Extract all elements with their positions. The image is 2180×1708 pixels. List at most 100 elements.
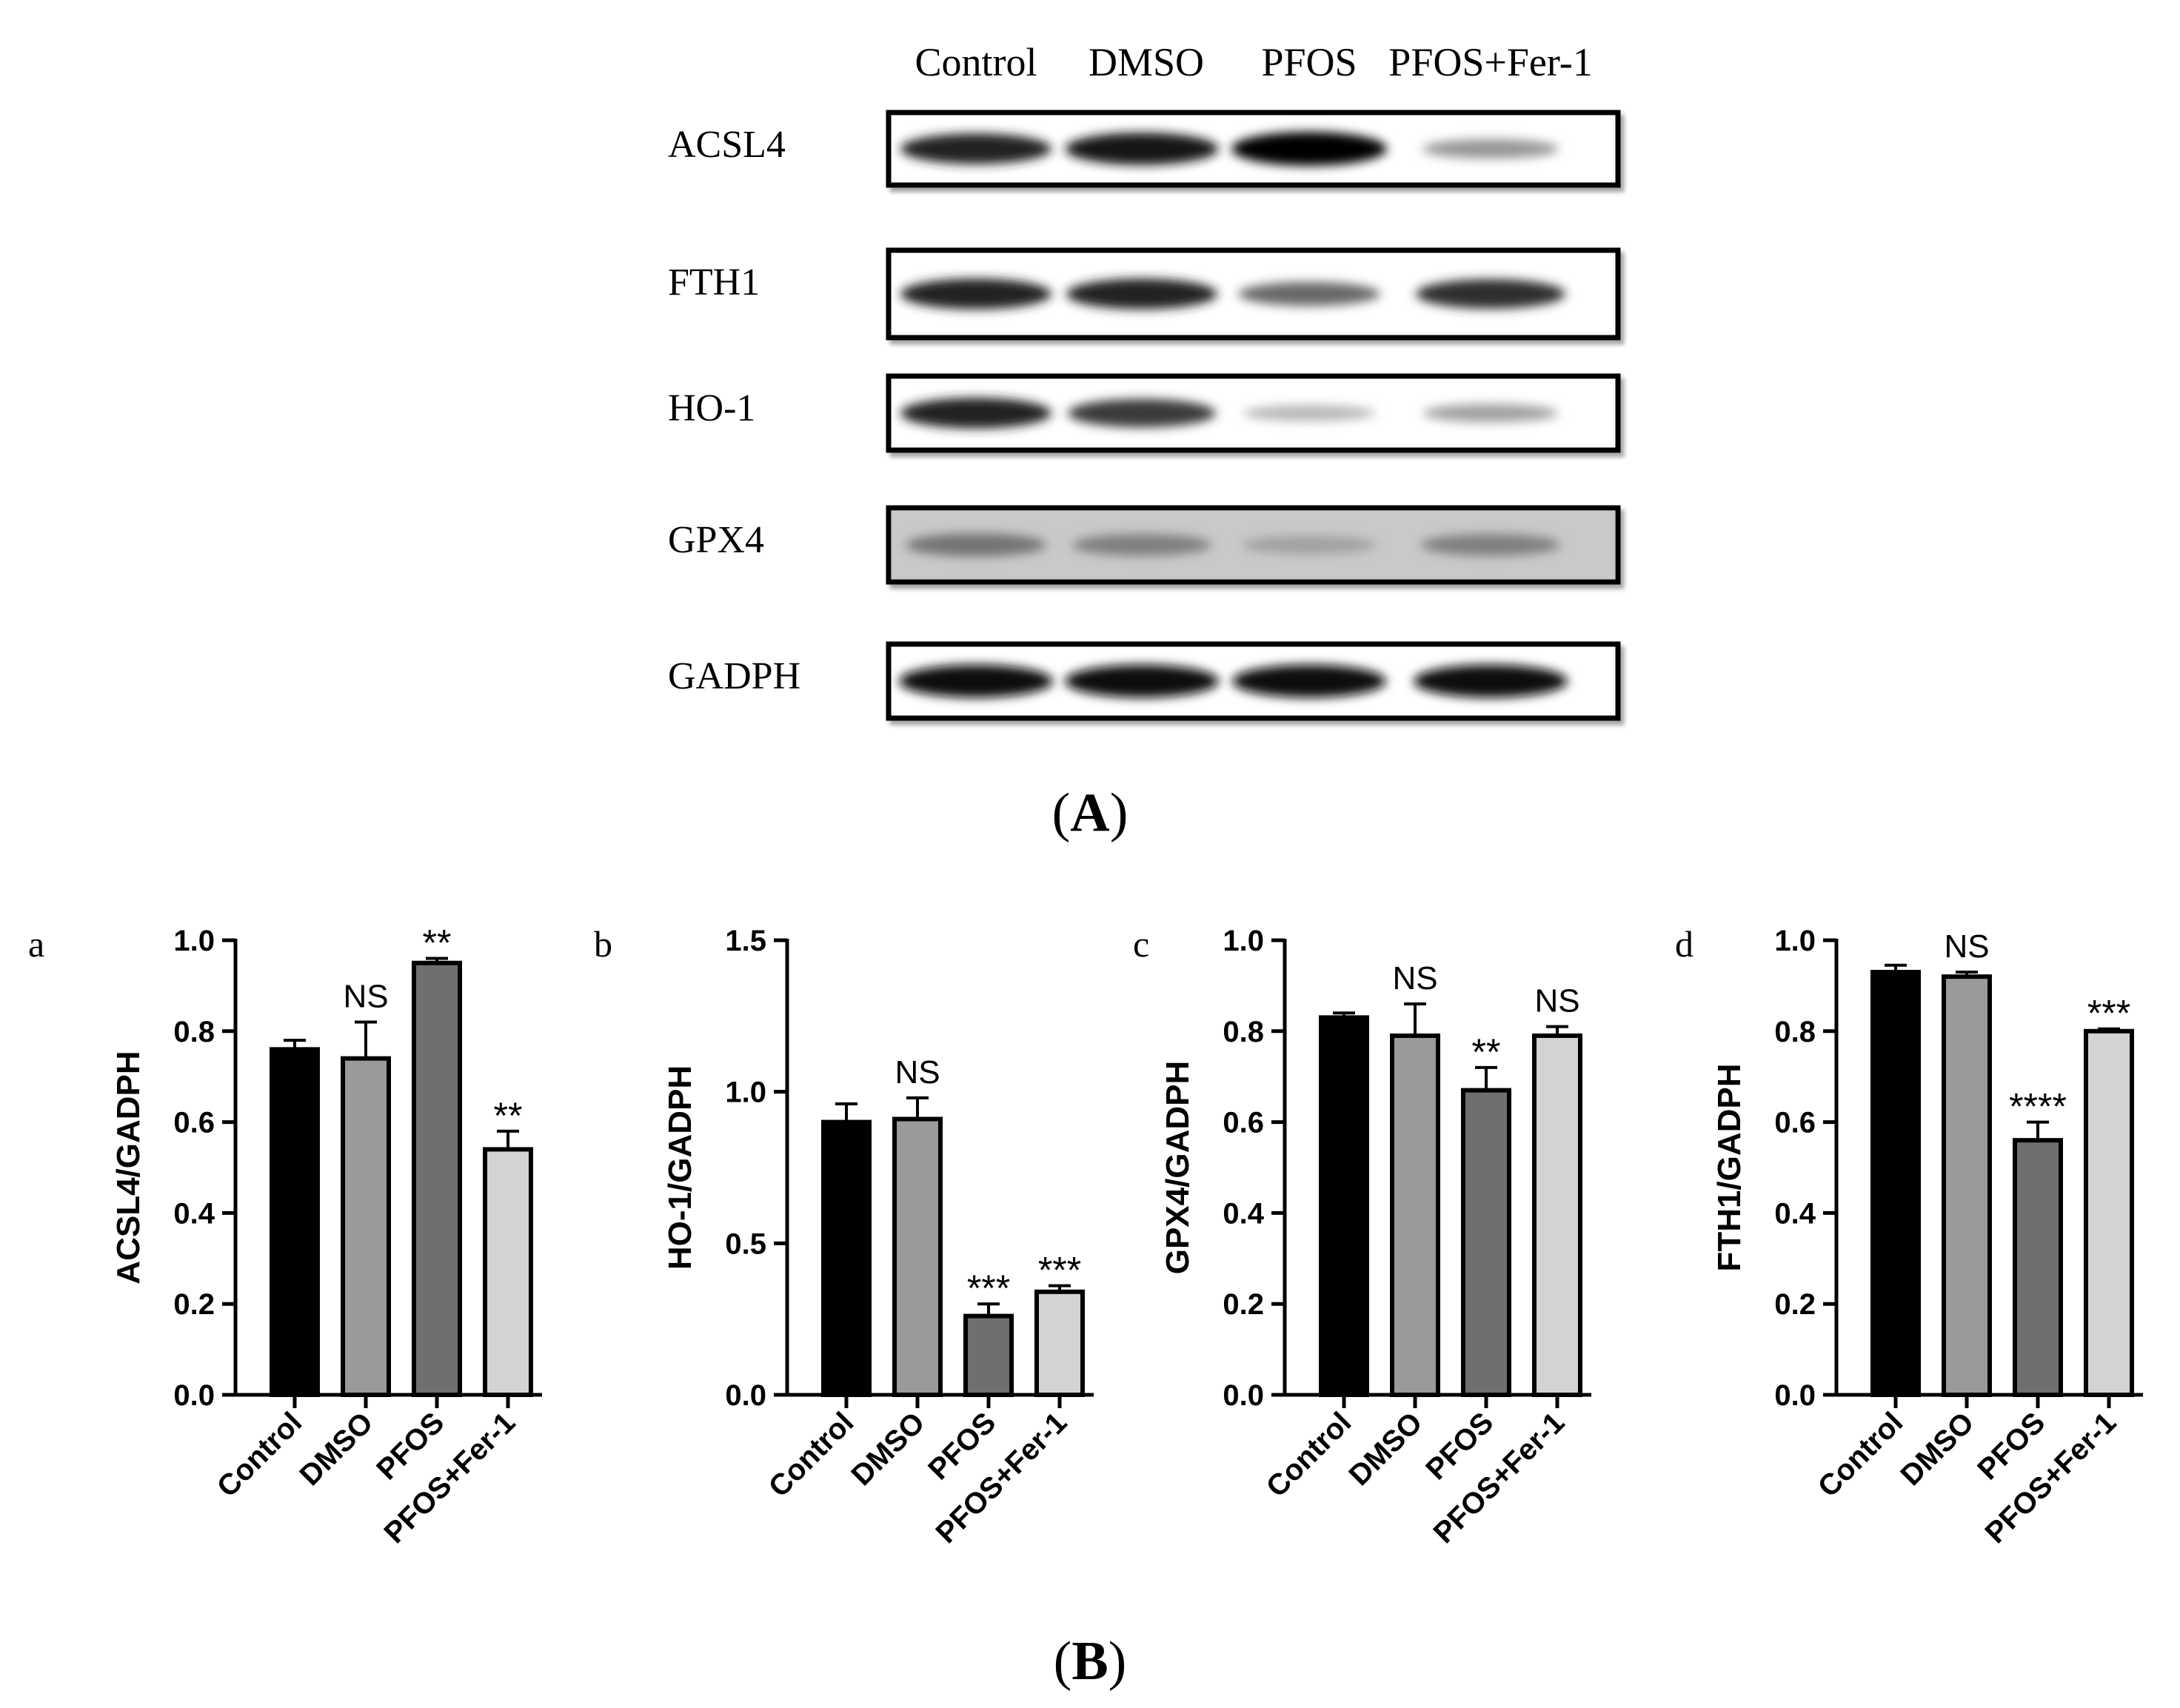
y-tick-label: 0.6 bbox=[173, 1107, 215, 1139]
y-axis-label: ACSL4/GADPH bbox=[110, 1051, 147, 1284]
blot-border bbox=[886, 110, 1621, 188]
lane-label: DMSO bbox=[1089, 40, 1204, 84]
blot-strip bbox=[886, 373, 1621, 453]
bar bbox=[1461, 1088, 1511, 1397]
y-tick-label: 0.2 bbox=[173, 1288, 215, 1321]
bar bbox=[1532, 1033, 1582, 1397]
blot-band bbox=[1066, 278, 1217, 309]
blot-band bbox=[900, 278, 1051, 309]
bar bbox=[2084, 1028, 2134, 1398]
bar bbox=[1390, 1033, 1440, 1397]
lane-label: Control bbox=[915, 40, 1037, 84]
significance-label: ** bbox=[423, 922, 452, 964]
y-tick-label: 0.0 bbox=[1223, 1379, 1264, 1412]
panel-letter: c bbox=[1133, 923, 1149, 965]
blot-strip bbox=[886, 505, 1621, 585]
y-tick-label: 1.0 bbox=[1223, 925, 1264, 957]
bar bbox=[412, 960, 462, 1397]
y-tick-label: 0.0 bbox=[1774, 1379, 1816, 1412]
blot-band bbox=[1414, 664, 1568, 698]
x-tick-label: Control bbox=[211, 1406, 309, 1504]
significance-label: *** bbox=[2087, 993, 2130, 1034]
y-tick-label: 0.0 bbox=[173, 1379, 215, 1412]
significance-label: *** bbox=[1038, 1250, 1081, 1291]
bar bbox=[1034, 1289, 1085, 1397]
protein-label: GADPH bbox=[668, 655, 800, 697]
x-tick-label: DMSO bbox=[1894, 1406, 1980, 1492]
bar-charts-panel: a 0.0 0.2 0.4 0.6 0.8 1.0 ACSL4/GADPH Control NS D… bbox=[28, 922, 2143, 1550]
blot-band bbox=[906, 533, 1046, 557]
blot-band bbox=[900, 398, 1051, 429]
x-tick-label: Control bbox=[1260, 1406, 1358, 1504]
bar bbox=[892, 1116, 943, 1398]
y-tick-label: 0.8 bbox=[173, 1016, 215, 1048]
bar bbox=[341, 1056, 391, 1397]
bar-chart-a: a 0.0 0.2 0.4 0.6 0.8 1.0 ACSL4/GADPH Control NS D… bbox=[28, 922, 542, 1550]
blot-strip bbox=[886, 110, 1621, 188]
panel-a-label: (A) bbox=[1052, 783, 1129, 843]
y-axis-label: HO-1/GADPH bbox=[662, 1065, 698, 1270]
blot-strip bbox=[886, 247, 1621, 341]
blot-band bbox=[1072, 534, 1211, 556]
blot-band bbox=[1065, 133, 1219, 165]
protein-label: GPX4 bbox=[668, 519, 764, 561]
panel-letter: a bbox=[28, 923, 44, 965]
significance-label: NS bbox=[895, 1054, 940, 1091]
bar bbox=[963, 1313, 1014, 1398]
protein-label: ACSL4 bbox=[668, 124, 786, 166]
blot-border bbox=[886, 641, 1621, 721]
blot-border bbox=[886, 505, 1621, 585]
lane-label: PFOS+Fer-1 bbox=[1388, 40, 1592, 84]
panel-letter: d bbox=[1675, 923, 1693, 965]
blot-band bbox=[1416, 279, 1565, 309]
y-tick-label: 0.4 bbox=[1774, 1197, 1816, 1230]
bar-chart-b: b0.00.51.01.5HO-1/GADPHControlNSDMSO***P… bbox=[594, 923, 1094, 1550]
significance-label: *** bbox=[967, 1267, 1010, 1309]
y-tick-label: 1.0 bbox=[173, 925, 215, 957]
panel-b-label: (B) bbox=[1054, 1631, 1127, 1692]
blot-band bbox=[1231, 132, 1387, 166]
y-tick-label: 0.6 bbox=[1223, 1107, 1264, 1139]
panel-a-label-close: ) bbox=[1110, 783, 1129, 843]
bar bbox=[1319, 1015, 1369, 1397]
significance-label: **** bbox=[2009, 1086, 2067, 1128]
significance-label: NS bbox=[343, 979, 388, 1015]
y-tick-label: 0.0 bbox=[725, 1379, 766, 1412]
panel-a-label-letter: A bbox=[1070, 783, 1109, 843]
blot-band bbox=[1232, 664, 1386, 698]
protein-label: HO-1 bbox=[668, 387, 755, 429]
panel-a-label-open: ( bbox=[1052, 783, 1071, 843]
blot-band bbox=[1421, 534, 1560, 556]
x-tick-label: DMSO bbox=[293, 1406, 379, 1492]
blot-band bbox=[1423, 403, 1558, 423]
y-tick-label: 0.2 bbox=[1774, 1288, 1816, 1321]
blot-band bbox=[1242, 535, 1377, 555]
y-tick-label: 0.5 bbox=[725, 1228, 766, 1260]
significance-label: ** bbox=[1472, 1031, 1501, 1073]
protein-label: FTH1 bbox=[668, 261, 760, 304]
bar bbox=[1870, 969, 1921, 1397]
y-axis-label: FTH1/GADPH bbox=[1711, 1063, 1748, 1271]
blot-border bbox=[886, 373, 1621, 453]
y-tick-label: 0.4 bbox=[173, 1197, 215, 1230]
bar bbox=[821, 1119, 872, 1397]
x-tick-label: DMSO bbox=[845, 1406, 931, 1492]
y-tick-label: 1.5 bbox=[725, 925, 766, 957]
bar-chart-c: c 0.0 0.2 0.4 0.6 0.8 1.0 GPX4/GADPH Control NS DM… bbox=[1133, 923, 1591, 1550]
blot-band bbox=[1238, 281, 1380, 307]
y-tick-label: 0.2 bbox=[1223, 1288, 1264, 1321]
significance-label: NS bbox=[1392, 960, 1437, 997]
x-tick-label: Control bbox=[763, 1406, 860, 1504]
bar bbox=[483, 1147, 533, 1397]
blot-band bbox=[1065, 664, 1219, 698]
significance-label: NS bbox=[1944, 928, 1989, 965]
bar-chart-d: d 0.0 0.2 0.4 0.6 0.8 1.0 FTH1/GADPH Control NS DM… bbox=[1675, 923, 2143, 1550]
significance-label: ** bbox=[494, 1095, 523, 1136]
blot-band bbox=[1068, 398, 1216, 428]
blot-strip bbox=[886, 641, 1621, 721]
x-tick-label: Control bbox=[1812, 1406, 1910, 1504]
y-tick-label: 1.0 bbox=[725, 1076, 766, 1109]
blot-band bbox=[1243, 405, 1375, 421]
blot-band bbox=[900, 133, 1051, 164]
